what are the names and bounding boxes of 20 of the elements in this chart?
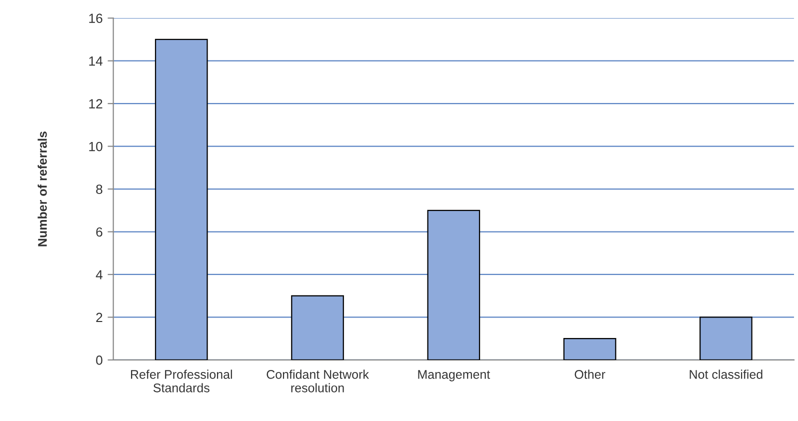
x-tick-label: Not classified <box>690 370 762 379</box>
bar <box>563 338 616 360</box>
bar <box>154 38 208 360</box>
y-tick-label: 4 <box>96 270 103 280</box>
x-tick-label: Refer Professional Standards <box>131 370 232 392</box>
x-tick-label: Management <box>418 370 490 382</box>
y-tick-label: 8 <box>96 184 102 194</box>
y-tick-label: 14 <box>89 56 103 66</box>
bar <box>427 210 480 360</box>
y-tick-label: 12 <box>89 99 102 108</box>
y-tick-label: 0 <box>96 356 102 365</box>
y-tick-label: 6 <box>96 227 102 237</box>
bar <box>291 295 344 360</box>
bar <box>700 316 752 360</box>
y-tick-label: 10 <box>89 142 102 152</box>
y-tick-label: 16 <box>89 14 102 24</box>
x-tick-label: Other <box>574 370 606 379</box>
y-tick-label: 2 <box>96 312 102 322</box>
x-tick-label: Confidant Network resolution <box>266 370 369 392</box>
y-axis-title: Number of referrals <box>38 132 47 246</box>
